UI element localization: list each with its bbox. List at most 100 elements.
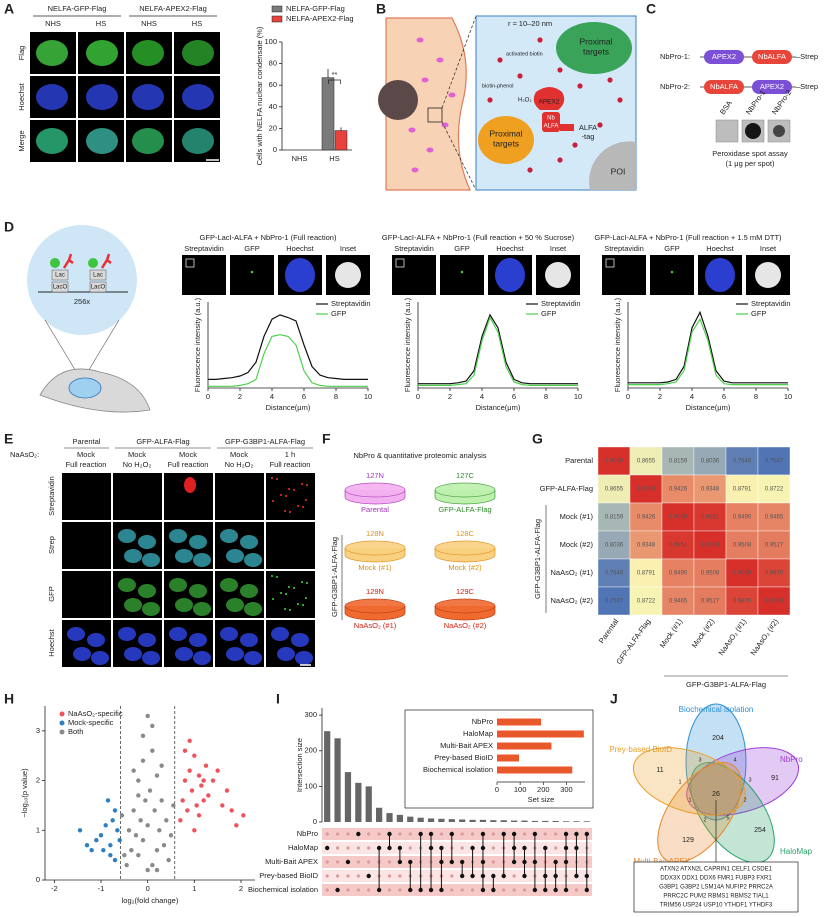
x-tick-label: NHS: [292, 154, 308, 163]
point: [150, 723, 155, 729]
title: NbPro & quantitative proteomic analysis: [354, 451, 487, 460]
granule: [297, 505, 299, 507]
matrix-dot-empty: [346, 832, 350, 836]
point: [101, 847, 106, 853]
cell-signal: [189, 633, 207, 647]
domain: [704, 50, 744, 64]
heatmap-cell: [629, 474, 663, 504]
bar: [497, 742, 552, 750]
point: [138, 818, 143, 823]
granule: [289, 511, 291, 513]
point: [196, 773, 202, 778]
y-axis-label: Cells with NELFA nuclear condensate (%): [255, 26, 264, 165]
matrix-dot: [439, 845, 444, 851]
biotin-radical: [607, 77, 613, 83]
bar: [511, 820, 518, 822]
granule: [297, 603, 299, 605]
cell-label: 0.8722: [765, 487, 784, 493]
cell-label: 0.9527: [765, 543, 784, 549]
matrix-dot-empty: [574, 888, 579, 892]
matrix-dot-empty: [408, 846, 412, 850]
gene-list: G3BP1 G3BP2 LSM14A NUFIP2 PRRC2A: [659, 885, 773, 891]
group-label: GFP-G3BP1-ALFA-Flag: [686, 680, 766, 689]
cell-label: 1.0000: [605, 459, 624, 465]
point: [133, 833, 139, 838]
matrix-dot: [397, 859, 403, 865]
granule: [306, 484, 308, 486]
micrograph: [113, 473, 162, 520]
point: [115, 828, 120, 833]
point: [234, 823, 239, 828]
image-header: Streptavidin: [394, 244, 434, 253]
micrograph: [230, 255, 274, 295]
nanobody: [542, 112, 560, 132]
matrix-dot-empty: [408, 832, 412, 836]
heatmap-cell: [757, 474, 791, 504]
matrix-dot: [376, 887, 382, 893]
matrix-row: [322, 842, 592, 854]
point: [110, 818, 115, 823]
nucleus: [182, 128, 214, 154]
granule: [276, 576, 278, 578]
cell-label: 0.9508: [733, 543, 752, 549]
bar: [407, 816, 414, 822]
cell-label: 1.0000: [701, 543, 720, 549]
y-axis-label: Fluorescence intensity (a.u.): [403, 297, 412, 392]
matrix-dot: [491, 873, 496, 879]
cell-signal: [169, 578, 187, 592]
biotin-radical: [537, 37, 543, 43]
x-tick-label: 1: [192, 884, 196, 893]
domain-label: NbALFA: [758, 52, 786, 61]
bar: [396, 814, 403, 822]
x-tick-label: HS: [329, 154, 339, 163]
matrix-dot: [397, 845, 403, 851]
column-group: Parental: [73, 437, 101, 446]
column-label: HS: [96, 19, 106, 28]
y-tick-label: 80: [269, 59, 277, 68]
bar: [531, 820, 538, 822]
cell-signal: [124, 647, 142, 661]
label: Nb: [547, 116, 555, 122]
panel-title: GFP-LacI-ALFA + NbPro-1 (Full reaction +…: [382, 233, 575, 242]
bar: [573, 821, 580, 822]
micrograph: [650, 255, 694, 295]
x-tick-label: 6: [302, 392, 306, 401]
disk-label: GFP-ALFA-Flag: [438, 505, 491, 514]
bar: [542, 820, 549, 822]
heatmap-cell: [629, 530, 663, 560]
point: [143, 798, 148, 803]
point: [136, 778, 141, 783]
matrix-dot: [511, 831, 517, 837]
image-header: GFP: [244, 244, 259, 253]
x-tick-label: 2: [239, 884, 243, 893]
count: 1: [688, 797, 691, 803]
matrix-dot-empty: [335, 860, 340, 864]
disk-tag: 127N: [366, 471, 384, 480]
cell-label: 0.9490: [733, 515, 752, 521]
label: Proximal: [489, 128, 522, 138]
bar: [386, 813, 393, 822]
point: [77, 828, 83, 833]
x-tick-label: 4: [690, 392, 694, 401]
spot: [773, 125, 785, 137]
cell-signal: [244, 553, 262, 567]
matrix-dot: [491, 887, 496, 893]
granule: [271, 477, 273, 479]
cell-label: 0.9527: [701, 599, 720, 605]
cell-signal: [193, 651, 211, 665]
granule: [306, 582, 308, 584]
granule: [288, 586, 290, 588]
spot-label: BSA: [718, 99, 734, 116]
matrix-dot-empty: [367, 846, 371, 850]
significance-bracket: [328, 79, 341, 84]
row-label: Streptavidin: [47, 476, 56, 516]
heatmap-cell: [661, 446, 695, 476]
micrograph: [392, 255, 436, 295]
bar: [376, 807, 383, 822]
cell-signal: [87, 633, 105, 647]
point: [201, 798, 206, 803]
legend-label: GFP: [541, 309, 556, 318]
column-group: GFP-ALFA-Flag: [136, 437, 189, 446]
point: [119, 813, 125, 818]
column-label: Mock (#2): [690, 617, 717, 650]
